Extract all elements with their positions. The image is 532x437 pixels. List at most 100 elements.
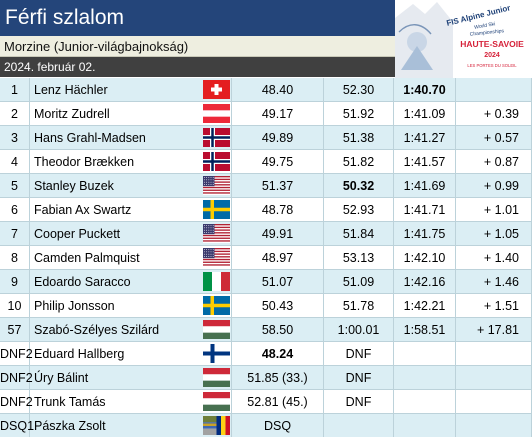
run1-time: 51.85 (33.): [232, 366, 324, 390]
romania-hungary-flag-icon: [203, 416, 230, 435]
rank-cell: 8: [0, 246, 30, 270]
run2-time: 50.32: [324, 174, 394, 198]
flag-cell: [202, 342, 232, 366]
flag-cell: [202, 174, 232, 198]
run2-time: DNF: [324, 390, 394, 414]
table-row: DNF2 Eduard Hallberg 48.24 DNF: [0, 342, 532, 366]
location-label: Morzine (Junior-világbajnokság): [0, 36, 395, 57]
flag-cell: [202, 102, 232, 126]
athlete-name: Szabó-Szélyes Szilárd: [30, 318, 202, 342]
rank-cell: DNF2: [0, 390, 33, 414]
table-row: 8 Camden Palmquist 48.97 53.13 1:42.10 + 1.40: [0, 246, 532, 270]
athlete-name: Theodor Brækken: [30, 150, 202, 174]
rank-cell: 4: [0, 150, 30, 174]
total-time: 1:41.57: [394, 150, 456, 174]
run2-time: 53.13: [324, 246, 394, 270]
run1-time: DSQ: [232, 414, 324, 437]
table-row: DNF2 Úry Bálint 51.85 (33.) DNF: [0, 366, 532, 390]
total-time: [394, 414, 456, 437]
flag-cell: [202, 126, 232, 150]
total-time: 1:41.27: [394, 126, 456, 150]
rank-cell: 2: [0, 102, 30, 126]
run2-time: DNF: [324, 342, 394, 366]
usa-flag-icon: [203, 248, 230, 267]
rank-cell: 5: [0, 174, 30, 198]
run2-time: DNF: [324, 366, 394, 390]
run1-time: 52.81 (45.): [232, 390, 324, 414]
run2-time: 51.38: [324, 126, 394, 150]
run1-time: 48.24: [232, 342, 324, 366]
total-time: 1:58.51: [394, 318, 456, 342]
flag-cell: [202, 390, 232, 414]
athlete-name: Stanley Buzek: [30, 174, 202, 198]
run1-time: 58.50: [232, 318, 324, 342]
logo-year: 2024: [484, 52, 500, 59]
run1-time: 51.37: [232, 174, 324, 198]
usa-flag-icon: [203, 224, 230, 243]
total-time: [394, 366, 456, 390]
rank-cell: 3: [0, 126, 30, 150]
run2-time: 51.82: [324, 150, 394, 174]
flag-cell: [202, 366, 232, 390]
time-difference: + 0.87: [456, 150, 532, 174]
run2-time: 1:00.01: [324, 318, 394, 342]
athlete-name: Eduard Hallberg: [30, 342, 202, 366]
rank-cell: DNF2: [0, 366, 33, 390]
run2-time: 51.92: [324, 102, 394, 126]
athlete-name: Hans Grahl-Madsen: [30, 126, 202, 150]
rank-cell: 9: [0, 270, 30, 294]
norway-flag-icon: [203, 128, 230, 147]
rank-cell: 10: [0, 294, 30, 318]
time-difference: + 0.57: [456, 126, 532, 150]
norway-flag-icon: [203, 152, 230, 171]
hungary-flag-icon: [203, 392, 230, 411]
run1-time: 49.17: [232, 102, 324, 126]
total-time: 1:42.21: [394, 294, 456, 318]
table-row: 5 Stanley Buzek 51.37 50.32 1:41.69 + 0.99: [0, 174, 532, 198]
table-row: DNF2 Trunk Tamás 52.81 (45.) DNF: [0, 390, 532, 414]
page-title: Férfi szlalom: [0, 0, 395, 36]
athlete-name: Úry Bálint: [30, 366, 202, 390]
total-time: 1:41.75: [394, 222, 456, 246]
total-time: 1:40.70: [394, 78, 456, 102]
athlete-name: Cooper Puckett: [30, 222, 202, 246]
run1-time: 48.97: [232, 246, 324, 270]
athlete-name: Philip Jonsson: [30, 294, 202, 318]
logo-line2: World Ski: [474, 21, 496, 31]
table-row: 3 Hans Grahl-Madsen 49.89 51.38 1:41.27 + 0.5…: [0, 126, 532, 150]
run1-time: 49.75: [232, 150, 324, 174]
time-difference: + 0.99: [456, 174, 532, 198]
rank-cell: 7: [0, 222, 30, 246]
run2-time: 51.84: [324, 222, 394, 246]
rank-cell: 6: [0, 198, 30, 222]
italy-flag-icon: [203, 272, 230, 291]
total-time: 1:42.10: [394, 246, 456, 270]
time-difference: + 0.39: [456, 102, 532, 126]
time-difference: + 1.46: [456, 270, 532, 294]
total-time: [394, 342, 456, 366]
flag-cell: [202, 150, 232, 174]
run1-time: 51.07: [232, 270, 324, 294]
athlete-name: Edoardo Saracco: [30, 270, 202, 294]
flag-cell: [202, 414, 232, 437]
flag-cell: [202, 318, 232, 342]
time-difference: [456, 366, 532, 390]
header: Férfi szlalom Morzine (Junior-világbajno…: [0, 0, 532, 78]
time-difference: + 1.51: [456, 294, 532, 318]
total-time: 1:41.09: [394, 102, 456, 126]
run2-time: 51.09: [324, 270, 394, 294]
switzerland-flag-icon: [203, 80, 230, 99]
table-row: DSQ1 Pászka Zsolt DSQ: [0, 414, 532, 437]
time-difference: + 1.05: [456, 222, 532, 246]
rank-cell: 1: [0, 78, 30, 102]
table-row: 4 Theodor Brækken 49.75 51.82 1:41.57 + 0.87: [0, 150, 532, 174]
logo-line3: Championships: [469, 28, 504, 38]
table-row: 10 Philip Jonsson 50.43 51.78 1:42.21 + 1.51: [0, 294, 532, 318]
table-row: 2 Moritz Zudrell 49.17 51.92 1:41.09 + 0.39: [0, 102, 532, 126]
rank-cell: 57: [0, 318, 30, 342]
flag-cell: [202, 246, 232, 270]
sweden-flag-icon: [203, 296, 230, 315]
run1-time: 48.78: [232, 198, 324, 222]
run1-time: 50.43: [232, 294, 324, 318]
